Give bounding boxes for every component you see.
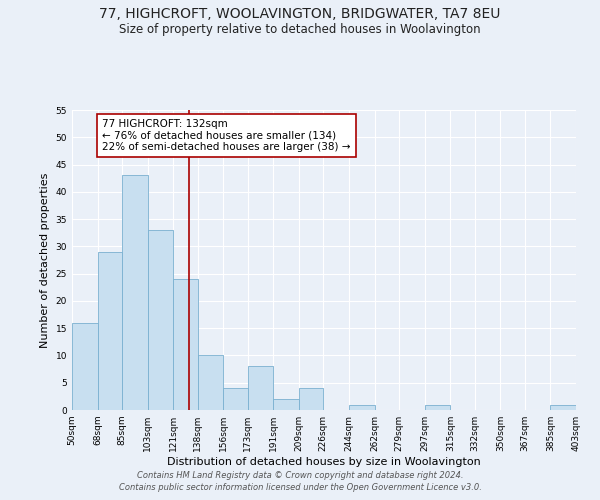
Bar: [425, 404, 451, 410]
Text: 77 HIGHCROFT: 132sqm
← 76% of detached houses are smaller (134)
22% of semi-deta: 77 HIGHCROFT: 132sqm ← 76% of detached h…: [102, 119, 351, 152]
Bar: [248, 366, 274, 410]
Text: Contains HM Land Registry data © Crown copyright and database right 2024.
Contai: Contains HM Land Registry data © Crown c…: [119, 471, 481, 492]
X-axis label: Distribution of detached houses by size in Woolavington: Distribution of detached houses by size …: [167, 457, 481, 467]
Bar: [349, 404, 374, 410]
Bar: [197, 356, 223, 410]
Bar: [550, 404, 576, 410]
Bar: [122, 176, 148, 410]
Bar: [173, 279, 197, 410]
Bar: [299, 388, 323, 410]
Bar: [98, 252, 122, 410]
Bar: [223, 388, 248, 410]
Y-axis label: Number of detached properties: Number of detached properties: [40, 172, 50, 348]
Bar: [274, 399, 299, 410]
Bar: [72, 322, 98, 410]
Bar: [148, 230, 173, 410]
Text: 77, HIGHCROFT, WOOLAVINGTON, BRIDGWATER, TA7 8EU: 77, HIGHCROFT, WOOLAVINGTON, BRIDGWATER,…: [100, 8, 500, 22]
Text: Size of property relative to detached houses in Woolavington: Size of property relative to detached ho…: [119, 22, 481, 36]
